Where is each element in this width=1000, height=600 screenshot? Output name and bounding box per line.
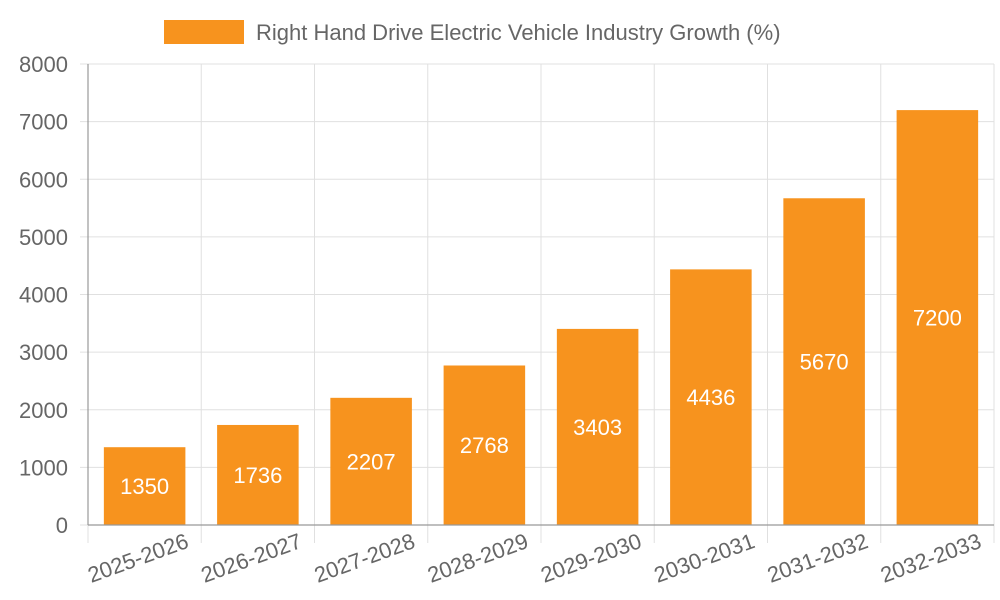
y-tick-label: 2000 [19,398,68,423]
x-tick-label: 2026-2027 [198,528,305,587]
bar-value-label: 5670 [800,350,849,375]
y-tick-label: 3000 [19,340,68,365]
x-tick-label: 2030-2031 [651,528,758,587]
y-tick-label: 8000 [19,52,68,77]
bar-2025-2026[interactable] [103,447,186,525]
bar-value-label: 1736 [233,463,282,488]
bar-value-label: 3403 [573,415,622,440]
bar-2032-2033[interactable] [896,110,979,525]
gridlines [80,63,995,543]
bar-value-label: 4436 [686,385,735,410]
bar-labels: 1350 1736 2207 2768 3403 4436 5670 7200 [120,306,962,500]
y-tick-label: 5000 [19,225,68,250]
bar-2031-2032[interactable] [783,198,865,526]
legend-swatch [164,20,244,44]
bar-value-label: 1350 [120,474,169,499]
bars [103,110,979,526]
x-tick-label: 2028-2029 [424,528,531,587]
legend-label: Right Hand Drive Electric Vehicle Indust… [256,20,781,45]
bar-value-label: 2207 [347,449,396,474]
legend[interactable]: Right Hand Drive Electric Vehicle Indust… [164,20,781,45]
bar-value-label: 7200 [913,306,962,331]
x-tick-label: 2031-2032 [764,528,871,587]
y-tick-label: 0 [56,513,68,538]
bar-2028-2029[interactable] [443,365,526,525]
y-tick-label: 1000 [19,455,68,480]
y-tick-label: 4000 [19,283,68,308]
x-tick-label: 2025-2026 [84,528,191,587]
x-axis-ticks: 2025-2026 2026-2027 2027-2028 2028-2029 2029… [84,528,984,587]
bar-2030-2031[interactable] [670,269,752,525]
y-tick-label: 7000 [19,110,68,135]
bar-2026-2027[interactable] [217,424,299,525]
bar-2027-2028[interactable] [330,397,412,525]
y-tick-label: 6000 [19,167,68,192]
x-tick-label: 2027-2028 [311,528,418,587]
x-tick-label: 2032-2033 [877,528,984,587]
bar-value-label: 2768 [460,433,509,458]
x-tick-label: 2029-2030 [537,528,644,587]
y-axis-ticks: 0 1000 2000 3000 4000 5000 6000 7000 8000 [19,52,68,538]
bar-2029-2030[interactable] [556,328,639,525]
